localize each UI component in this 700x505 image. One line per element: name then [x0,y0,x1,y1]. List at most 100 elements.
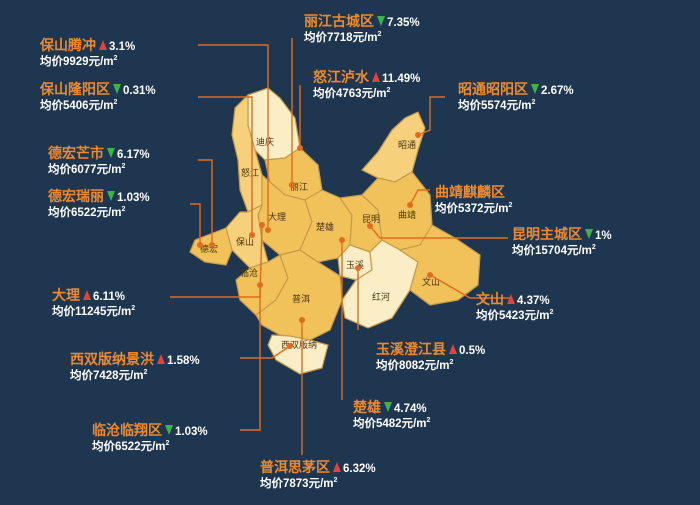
map-label-nujiang: 怒江 [241,167,259,179]
dot-qujing [407,202,413,208]
callout-name: 保山腾冲 [40,37,96,53]
callout-name: 西双版纳景洪 [70,351,154,367]
dot-yuxi [355,265,361,271]
dot-kunming [367,223,373,229]
map-label-yuxi: 玉溪 [346,259,364,271]
up-arrow-icon [507,293,515,304]
callout-change: 1.03% [117,192,150,204]
callout-baoshan-longyang: 保山隆阳区 0.31% 均价5406元/m2 [40,80,156,114]
callout-change: 3.1% [109,41,136,53]
map-label-honghe: 红河 [372,291,390,303]
down-arrow-icon [531,83,539,94]
callout-price: 均价5574元/m2 [458,99,536,113]
callout-dehong-mangshi: 德宏芒市 6.17% 均价6077元/m2 [48,144,150,178]
leader-wenshan [429,274,510,299]
dot-zhaotong [415,132,421,138]
callout-change: 11.49% [382,73,421,85]
down-arrow-icon [165,424,173,435]
leader-xishuangbanna [240,345,291,359]
callout-name: 楚雄 [353,399,381,415]
callout-price: 均价6522元/m2 [48,206,126,220]
callout-price: 均价8082元/m2 [376,359,454,373]
dot-dali [259,222,265,228]
callout-name: 临沧临翔区 [92,422,162,438]
map-label-qujing: 曲靖 [398,209,416,221]
callout-change: 6.32% [343,463,376,475]
callout-price: 均价11245元/m2 [52,305,136,319]
callout-price: 均价7873元/m2 [260,477,338,491]
callout-price: 均价6522元/m2 [92,440,170,454]
map-label-lincang: 临沧 [240,267,258,279]
map-label-diqing: 迪庆 [256,136,274,148]
callout-change: 0.31% [123,85,156,97]
down-arrow-icon [113,83,121,94]
callout-name: 昭通昭阳区 [458,81,528,97]
callout-yuxi-chengjiang: 玉溪澄江县 0.5% 均价8082元/m2 [376,340,485,374]
callout-xishuangbanna-jinghong: 西双版纳景洪 1.58% 均价7428元/m2 [70,350,200,384]
callout-name: 丽江古城区 [304,13,374,29]
callout-name: 昆明主城区 [512,226,582,242]
callout-lijiang-gucheng: 丽江古城区 7.35% 均价7718元/m2 [304,12,420,46]
leader-lincang [240,285,261,431]
callout-change: 2.67% [541,85,574,97]
dot-ruili [197,242,203,248]
callout-change: 1.03% [175,426,208,438]
up-arrow-icon [83,289,91,300]
map-label-lijiang: 丽江 [290,182,308,193]
dot-tengchong [265,227,271,233]
map-label-baoshan: 保山 [236,236,254,248]
callout-name: 曲靖麒麟区 [435,184,505,200]
callout-price: 均价7718元/m2 [304,31,382,45]
down-arrow-icon [107,190,115,201]
down-arrow-icon [107,147,115,158]
callout-zhaotong-zhaoyang: 昭通昭阳区 2.67% 均价5574元/m2 [458,80,574,114]
leader-baoshan-tengchong [198,44,269,230]
map-label-zhaotong: 昭通 [398,140,416,151]
dot-nujiang [297,145,303,151]
callout-change: 4.37% [517,295,550,307]
location-dots [197,132,433,349]
callout-change: 0.5% [459,345,486,357]
callout-name: 怒江泸水 [313,69,369,85]
dot-lincang [257,282,263,288]
callout-name: 普洱思茅区 [260,459,330,475]
region-wenshan [398,224,481,306]
leader-kunming [369,225,508,239]
leader-baoshan-longyang [198,96,253,235]
callout-change: 7.35% [387,17,420,29]
up-arrow-icon [372,71,380,82]
map-label-chuxiong: 楚雄 [316,221,334,233]
callout-lincang-linxiang: 临沧临翔区 1.03% 均价6522元/m2 [92,421,208,455]
map-label-dali: 大理 [268,211,286,223]
callout-name: 德宏瑞丽 [48,188,104,204]
up-arrow-icon [99,39,107,50]
dot-chuxiong [339,237,345,243]
dot-xishuangbanna [287,343,293,349]
callout-dali: 大理 6.11% 均价11245元/m2 [52,286,135,320]
callout-price: 均价9929元/m2 [40,55,118,69]
callout-kunming-main: 昆明主城区 1% 均价15704元/m2 [512,225,612,259]
callout-change: 4.74% [394,403,427,415]
down-arrow-icon [585,228,593,239]
up-arrow-icon [449,343,457,354]
callout-price: 均价15704元/m2 [512,244,596,258]
region-xishuangbanna [267,334,329,375]
dot-mangshi [209,242,215,248]
callout-price: 均价5423元/m2 [476,309,554,323]
dot-puer [299,317,305,323]
callout-name: 德宏芒市 [48,145,104,161]
map-label-kunming: 昆明 [362,214,380,225]
map-label-puer: 普洱 [292,293,310,305]
callout-change: 6.17% [117,149,150,161]
dot-lijiang [289,182,295,188]
down-arrow-icon [384,401,392,412]
callout-price: 均价6077元/m2 [48,163,126,177]
leader-lines [170,38,510,455]
leader-dehong-ruili [190,203,201,245]
down-arrow-icon [377,15,385,26]
callout-wenshan: 文山 4.37% 均价5423元/m2 [476,290,553,324]
callout-price: 均价5482元/m2 [353,417,431,431]
callout-name: 文山 [476,291,504,307]
